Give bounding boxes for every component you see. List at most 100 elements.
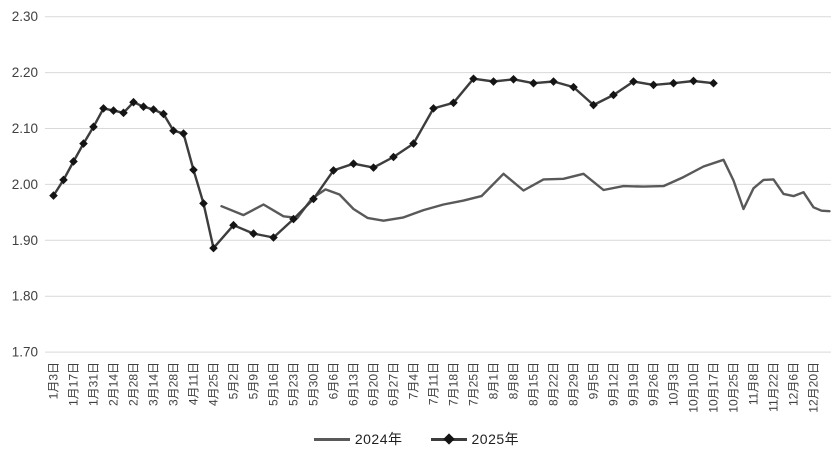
y-axis-tick-label: 2.30 (12, 9, 38, 24)
series-line-2025年 (52, 77, 715, 250)
data-point-diamond-marker (119, 108, 128, 118)
data-point-diamond-marker (589, 100, 598, 110)
data-point-diamond-marker (709, 78, 718, 88)
data-point-diamond-marker (159, 109, 168, 119)
x-axis-tick-label: 6月13日 (347, 362, 361, 406)
x-axis-tick-label: 2月14日 (107, 362, 121, 406)
y-axis-tick-label: 1.70 (12, 345, 38, 360)
data-point-diamond-marker (669, 78, 678, 88)
data-point-diamond-marker (169, 126, 178, 136)
x-axis-tick-label: 5月23日 (287, 362, 301, 406)
x-axis-tick-label: 8月29日 (567, 362, 581, 406)
y-axis-tick-label: 2.00 (12, 177, 38, 192)
x-axis-tick-label: 8月1日 (487, 362, 501, 399)
data-point-diamond-marker (469, 74, 478, 84)
y-axis-tick-label: 1.80 (12, 289, 38, 304)
data-point-diamond-marker (549, 77, 558, 86)
x-axis-tick-label: 5月16日 (267, 362, 281, 406)
data-point-diamond-marker (609, 90, 618, 100)
x-axis-tick-label: 1月31日 (87, 362, 101, 406)
data-point-diamond-marker (429, 104, 438, 113)
x-axis-tick-label: 8月22日 (547, 362, 561, 406)
x-axis-tick-label: 7月18日 (447, 362, 461, 406)
x-axis-tick-label: 6月20日 (367, 362, 381, 406)
x-axis-tick-label: 8月8日 (507, 362, 521, 399)
x-axis-tick-label: 5月2日 (227, 362, 241, 399)
x-axis-tick-label: 10月25日 (727, 362, 741, 413)
x-axis-tick-label: 9月19日 (627, 362, 641, 406)
data-point-diamond-marker (289, 214, 298, 224)
series-line-2024年 (220, 158, 831, 222)
data-point-diamond-marker (69, 157, 78, 166)
x-axis-tick-label: 5月9日 (247, 362, 261, 399)
data-point-diamond-marker (249, 229, 258, 238)
data-point-diamond-marker (329, 166, 338, 175)
data-point-diamond-marker (569, 82, 578, 92)
x-axis-tick-label: 11月22日 (767, 362, 781, 412)
x-axis-tick-label: 9月5日 (587, 362, 601, 399)
data-point-diamond-marker (509, 75, 518, 84)
data-point-diamond-marker (409, 139, 418, 148)
data-point-diamond-marker (189, 165, 198, 175)
x-axis-tick-label: 12月20日 (807, 362, 821, 413)
x-axis-tick-label: 1月17日 (67, 362, 81, 406)
legend-line-diamond-swatch-2025 (430, 432, 467, 445)
x-axis-tick-label: 7月11日 (427, 362, 441, 405)
x-axis-tick-label: 3月14日 (147, 362, 161, 406)
y-axis-tick-label: 1.90 (12, 233, 38, 248)
data-point-diamond-marker (649, 80, 658, 90)
data-point-diamond-marker (179, 129, 188, 138)
data-point-diamond-marker (139, 102, 148, 111)
x-axis-tick-label: 10月17日 (707, 362, 721, 413)
y-axis-tick-label: 2.10 (12, 121, 38, 136)
data-point-diamond-marker (79, 139, 88, 148)
x-axis-tick-label: 1月3日 (47, 362, 61, 399)
x-axis-tick-label: 3月28日 (167, 362, 181, 406)
data-point-diamond-marker (59, 175, 68, 185)
data-point-diamond-marker (269, 233, 278, 242)
chart-legend: 2024年 2025年 (0, 428, 833, 450)
data-point-diamond-marker (199, 199, 208, 208)
data-point-diamond-marker (489, 77, 498, 86)
data-point-diamond-marker (369, 163, 378, 172)
data-point-diamond-marker (629, 77, 638, 86)
x-axis-tick-label: 11月8日 (747, 362, 761, 405)
data-point-diamond-marker (389, 152, 398, 162)
x-axis-tick-label: 8月15日 (527, 362, 541, 406)
data-point-diamond-marker (689, 76, 698, 86)
x-axis-tick-label: 4月25日 (207, 362, 221, 406)
data-point-diamond-marker (99, 104, 108, 113)
legend-line-swatch-2024 (313, 435, 350, 444)
diamond-marker-icon (442, 432, 455, 445)
x-axis-tick-label: 12月6日 (787, 362, 801, 406)
data-point-diamond-marker (529, 78, 538, 88)
x-axis-tick-label: 9月26日 (647, 362, 661, 406)
legend-item-2024: 2024年 (313, 429, 403, 449)
data-point-diamond-marker (349, 159, 358, 169)
x-axis-tick-label: 5月30日 (307, 362, 321, 406)
data-point-diamond-marker (109, 106, 118, 115)
data-point-diamond-marker (229, 220, 238, 230)
data-point-diamond-marker (49, 191, 58, 200)
data-point-diamond-marker (129, 97, 138, 107)
y-axis-tick-label: 2.20 (12, 65, 38, 80)
x-axis-tick-label: 7月4日 (407, 362, 421, 399)
x-axis-tick-label: 9月12日 (607, 362, 621, 406)
data-point-diamond-marker (209, 243, 218, 253)
x-axis-tick-label: 10月3日 (667, 362, 681, 406)
data-point-diamond-marker (89, 122, 98, 132)
x-axis-tick-label: 4月11日 (187, 362, 201, 405)
data-point-diamond-marker (309, 194, 318, 204)
x-axis-tick-label: 10月10日 (687, 362, 701, 413)
legend-item-2025: 2025年 (430, 429, 520, 449)
data-point-diamond-marker (149, 105, 158, 114)
x-axis-tick-label: 7月25日 (467, 362, 481, 406)
data-point-diamond-marker (449, 98, 458, 108)
legend-label: 2024年 (354, 431, 403, 447)
x-axis-tick-label: 2月28日 (127, 362, 141, 406)
x-axis-tick-label: 6月27日 (387, 362, 401, 406)
x-axis-tick-label: 6月6日 (327, 362, 341, 399)
legend-label: 2025年 (471, 431, 520, 447)
